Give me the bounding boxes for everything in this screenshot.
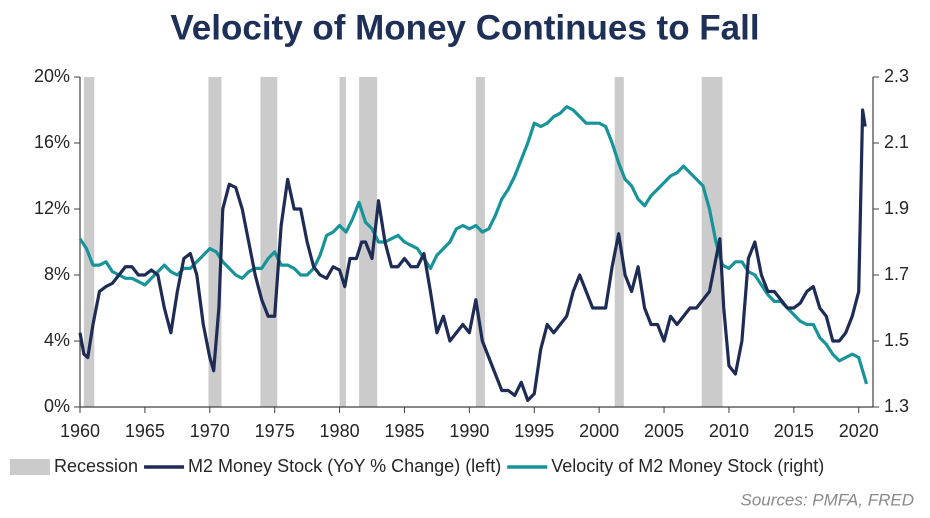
legend-label: Velocity of M2 Money Stock (right) <box>551 456 824 476</box>
chart-title: Velocity of Money Continues to Fall <box>170 8 759 47</box>
y-tick-label: 12% <box>34 198 70 218</box>
y-tick-label: 20% <box>34 66 70 86</box>
x-tick-label: 2005 <box>644 421 684 441</box>
y2-tick-label: 1.3 <box>884 396 909 416</box>
x-tick-label: 1965 <box>125 421 165 441</box>
y2-tick-label: 2.3 <box>884 66 909 86</box>
x-tick-label: 1980 <box>320 421 360 441</box>
recession-band <box>83 77 95 407</box>
series-line <box>78 108 867 402</box>
y-tick-label: 0% <box>44 396 70 416</box>
recession-band <box>475 77 485 407</box>
y2-tick-label: 1.7 <box>884 264 909 284</box>
y-tick-label: 4% <box>44 330 70 350</box>
recession-band <box>701 77 723 407</box>
x-tick-label: 2010 <box>709 421 749 441</box>
y2-tick-label: 2.1 <box>884 132 909 152</box>
y2-tick-label: 1.5 <box>884 330 909 350</box>
series-line <box>78 105 869 385</box>
x-tick-label: 1970 <box>190 421 230 441</box>
x-tick-label: 1960 <box>60 421 100 441</box>
recession-band <box>339 77 347 407</box>
x-tick-label: 1995 <box>514 421 554 441</box>
x-tick-label: 2015 <box>774 421 814 441</box>
x-tick-label: 1985 <box>384 421 424 441</box>
legend-label: Recession <box>54 456 138 476</box>
recession-band <box>260 77 278 407</box>
x-tick-label: 1975 <box>255 421 295 441</box>
y-tick-label: 16% <box>34 132 70 152</box>
recession-band <box>359 77 378 407</box>
legend-label: M2 Money Stock (YoY % Change) (left) <box>188 456 501 476</box>
x-tick-label: 1990 <box>449 421 489 441</box>
x-tick-label: 2020 <box>839 421 879 441</box>
legend-swatch <box>10 459 50 475</box>
y-tick-label: 8% <box>44 264 70 284</box>
y2-tick-label: 1.9 <box>884 198 909 218</box>
x-tick-label: 2000 <box>579 421 619 441</box>
source-note: Sources: PMFA, FRED <box>741 490 915 509</box>
